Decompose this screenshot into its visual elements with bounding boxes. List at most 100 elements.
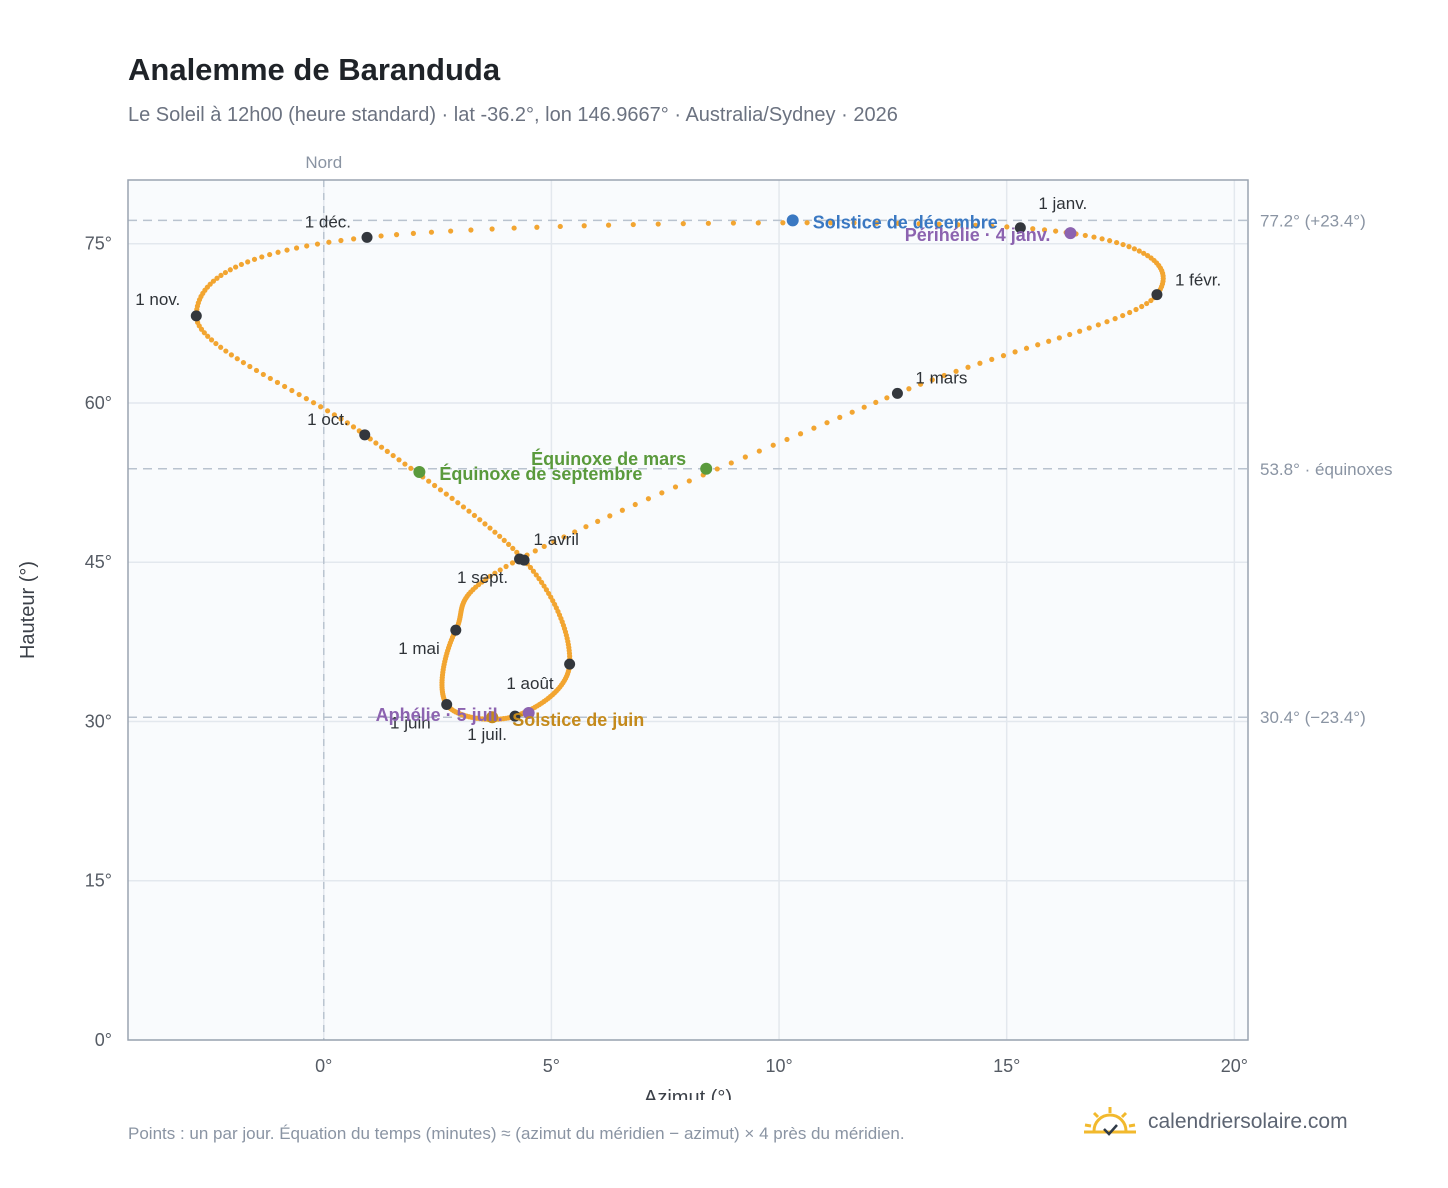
daily-point [728,460,734,466]
daily-point [208,337,215,343]
month-marker [1151,289,1163,301]
daily-point [533,572,539,578]
daily-point [1112,316,1118,322]
month-label: 1 févr. [1175,271,1221,290]
event-marker [486,711,499,724]
daily-point [837,414,843,420]
daily-point [218,272,224,278]
daily-point [989,223,995,229]
daily-point [917,381,924,387]
daily-point [1046,338,1052,344]
month-label: 1 oct. [307,410,349,429]
daily-point [742,454,748,460]
daily-point [338,416,344,422]
daily-point [655,221,661,227]
daily-point [536,576,542,582]
daily-point [293,245,300,251]
month-label: 1 déc. [305,212,351,231]
daily-point [1095,322,1101,328]
reference-line-label: 53.8° · équinoxes [1260,460,1393,479]
plot-frame [127,179,1249,1041]
month-label: 1 juin [390,713,431,732]
daily-point [393,232,400,238]
brand[interactable]: calendriersolaire.com [1082,1102,1348,1142]
daily-point [884,395,890,401]
month-marker [1014,222,1026,234]
event-marker [413,465,426,478]
daily-point [228,352,234,358]
daily-point [296,391,302,398]
month-marker [450,624,462,636]
daily-point [1041,227,1048,233]
daily-point [314,241,321,247]
daily-point [503,563,509,570]
month-label: 1 mai [398,639,440,658]
daily-point [916,221,922,227]
daily-point [351,236,357,242]
daily-point [259,254,265,260]
markers [190,214,1163,724]
daily-point [1114,239,1120,246]
daily-point [797,431,804,437]
daily-point [1012,349,1018,355]
month-marker [441,698,453,710]
daily-point [581,223,587,229]
daily-point [384,448,390,454]
daily-point [1067,331,1073,338]
daily-point [350,424,357,430]
daily-point [489,226,495,232]
daily-point [487,525,493,531]
daily-point [432,482,438,489]
month-marker [891,387,903,399]
daily-point [1133,306,1139,313]
brand-name: calendriersolaire.com [1148,1110,1348,1133]
daily-point [645,496,652,502]
daily-point [213,340,219,347]
daily-point [861,404,867,410]
month-label: 1 nov. [135,290,180,309]
y-tick-label: 45° [85,552,112,572]
daily-point [1086,325,1092,331]
daily-point [284,247,290,253]
month-label: 1 août [506,674,554,693]
daily-point [630,221,636,228]
daily-point [227,267,233,273]
daily-point [324,408,331,414]
reference-line-label: 30.4° (−23.4°) [1260,708,1366,727]
daily-point [811,425,817,431]
y-tick-label: 60° [85,393,112,413]
daily-point [437,487,444,493]
daily-point [849,409,855,415]
chart-subtitle: Le Soleil à 12h00 (heure standard) · lat… [128,104,898,126]
event-label: Solstice de décembre [813,212,998,232]
daily-point [755,220,761,226]
daily-point [304,243,310,249]
daily-point [205,333,211,339]
daily-point [443,491,449,497]
daily-point [1099,236,1105,242]
daily-point [895,220,901,227]
daily-point [532,548,538,554]
daily-point [410,230,416,236]
daily-point [267,251,273,258]
daily-point [955,222,961,228]
daily-point [338,237,344,244]
daily-point [1104,319,1110,325]
y-tick-label: 0° [95,1030,112,1050]
daily-point [1000,353,1007,359]
daily-point [1139,303,1145,310]
month-marker [190,310,202,322]
daily-point [344,420,350,426]
daily-point [1127,309,1133,316]
daily-point [238,261,245,268]
daily-point [240,359,247,366]
daily-point [471,512,478,519]
daily-point [607,513,613,519]
daily-point [1030,226,1036,232]
daily-point [1035,342,1041,348]
daily-point [686,478,692,484]
month-label: 1 mars [915,368,967,387]
analemma-chart: Nord 77.2° (+23.4°) 53.8° · équinoxes 30.4°… [17,153,1393,1100]
event-label: Aphélie · 5 juil. [376,705,503,725]
daily-point [245,259,251,265]
